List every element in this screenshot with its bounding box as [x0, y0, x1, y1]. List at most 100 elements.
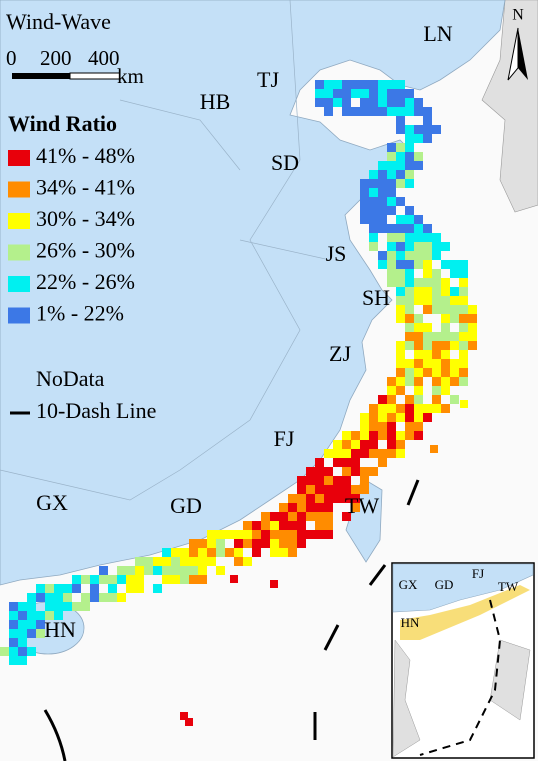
- wind-cell: [405, 341, 414, 350]
- wind-cell: [378, 170, 387, 179]
- wind-cell: [90, 593, 99, 602]
- wind-cell: [198, 548, 207, 557]
- wind-cell: [153, 566, 162, 575]
- wind-cell: [279, 512, 288, 521]
- wind-cell: [387, 170, 396, 179]
- legend-swatch: [8, 181, 30, 198]
- wind-cell: [405, 107, 414, 116]
- wind-cell: [54, 593, 63, 602]
- wind-cell: [117, 575, 126, 584]
- wind-cell: [441, 260, 450, 269]
- wind-cell: [441, 359, 450, 368]
- inset-label: GD: [435, 577, 454, 592]
- wind-cell: [387, 152, 396, 161]
- wind-cell: [414, 341, 423, 350]
- wind-cell: [216, 539, 225, 548]
- wind-cell: [333, 476, 342, 485]
- wind-cell: [297, 476, 306, 485]
- wind-cell: [234, 530, 243, 539]
- wind-cell: [360, 476, 369, 485]
- wind-cell: [99, 593, 108, 602]
- wind-cell: [396, 116, 405, 125]
- wind-cell: [450, 269, 459, 278]
- wind-cell: [396, 269, 405, 278]
- wind-cell: [378, 215, 387, 224]
- region-label: HB: [200, 89, 231, 114]
- wind-cell: [252, 521, 261, 530]
- wind-cell: [405, 422, 414, 431]
- wind-cell: [369, 89, 378, 98]
- wind-cell: [261, 539, 270, 548]
- wind-cell: [324, 449, 333, 458]
- north-label: N: [512, 7, 524, 24]
- wind-cell: [342, 431, 351, 440]
- wind-cell: [288, 503, 297, 512]
- wind-cell: [369, 107, 378, 116]
- wind-cell: [324, 530, 333, 539]
- wind-cell: [288, 494, 297, 503]
- wind-cell: [351, 107, 360, 116]
- wind-cell: [171, 566, 180, 575]
- wind-cell: [189, 548, 198, 557]
- wind-cell: [396, 278, 405, 287]
- wind-cell: [27, 629, 36, 638]
- wind-cell: [441, 377, 450, 386]
- wind-cell: [414, 332, 423, 341]
- wind-cell: [252, 548, 261, 557]
- wind-cell: [306, 503, 315, 512]
- wind-cell: [387, 206, 396, 215]
- wind-cell: [315, 503, 324, 512]
- legend-label: 34% - 41%: [36, 175, 135, 200]
- wind-cell: [72, 602, 81, 611]
- inset: [391, 562, 535, 759]
- wind-cell: [459, 260, 468, 269]
- wind-cell: [387, 224, 396, 233]
- wind-cell: [396, 260, 405, 269]
- wind-cell: [369, 422, 378, 431]
- wind-cell: [468, 332, 477, 341]
- wind-cell: [360, 107, 369, 116]
- wind-cell: [423, 224, 432, 233]
- wind-cell: [378, 89, 387, 98]
- legend-swatch: [8, 213, 30, 229]
- wind-cell: [396, 341, 405, 350]
- wind-cell: [423, 341, 432, 350]
- legend-swatch: [8, 150, 30, 166]
- wind-cell: [468, 305, 477, 314]
- wind-cell: [36, 620, 45, 629]
- wind-cell: [54, 584, 63, 593]
- wind-cell: [333, 485, 342, 494]
- wind-cell: [324, 107, 333, 116]
- wind-cell: [207, 557, 216, 566]
- wind-cell: [342, 512, 351, 521]
- region-label: TW: [345, 493, 379, 518]
- wind-cell: [441, 305, 450, 314]
- wind-cell: [405, 431, 414, 440]
- wind-cell: [396, 404, 405, 413]
- wind-cell: [378, 422, 387, 431]
- wind-cell: [405, 332, 414, 341]
- wind-cell: [270, 530, 279, 539]
- wind-cell: [387, 413, 396, 422]
- wind-cell: [45, 602, 54, 611]
- wind-cell: [441, 296, 450, 305]
- wind-cell: [405, 323, 414, 332]
- wind-cell: [396, 296, 405, 305]
- wind-cell: [414, 251, 423, 260]
- wind-cell: [72, 584, 81, 593]
- wind-cell: [198, 557, 207, 566]
- wind-cell: [441, 314, 450, 323]
- wind-cell: [369, 206, 378, 215]
- wind-cell: [387, 143, 396, 152]
- wind-cell: [378, 179, 387, 188]
- wind-cell: [369, 242, 378, 251]
- wind-cell: [90, 584, 99, 593]
- wind-cell: [387, 440, 396, 449]
- wind-cell: [369, 233, 378, 242]
- wind-cell: [135, 557, 144, 566]
- wind-cell: [432, 296, 441, 305]
- wind-cell: [351, 467, 360, 476]
- wind-cell: [378, 413, 387, 422]
- wind-cell: [333, 449, 342, 458]
- wind-cell: [126, 584, 135, 593]
